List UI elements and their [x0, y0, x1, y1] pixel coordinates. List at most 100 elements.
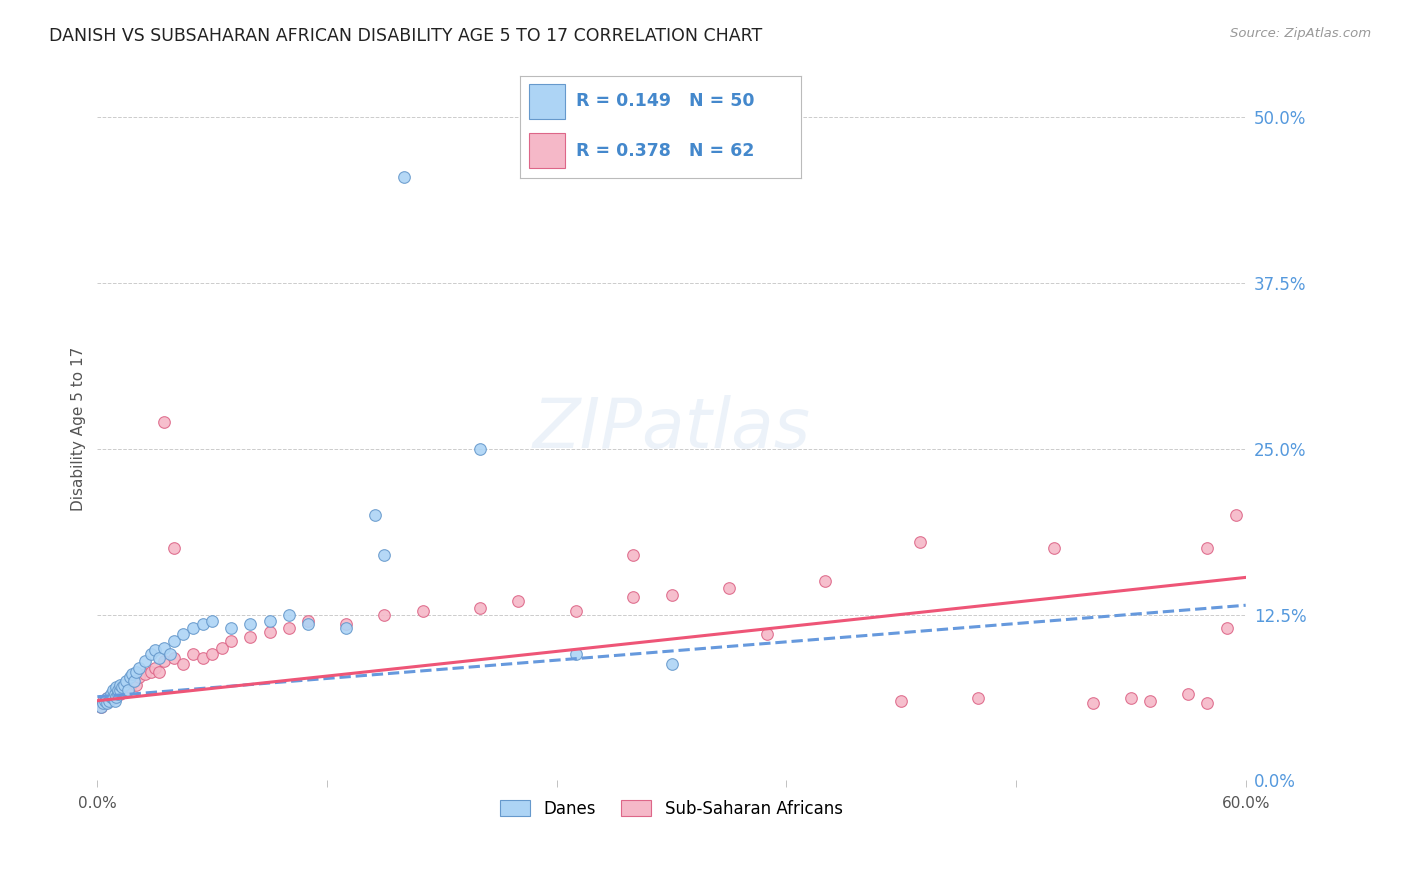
Point — [148, 665, 170, 679]
Point — [297, 614, 319, 628]
Point — [277, 621, 299, 635]
Point — [191, 616, 214, 631]
Point — [621, 548, 644, 562]
Point — [139, 665, 162, 679]
Point — [392, 169, 415, 184]
Point — [153, 640, 176, 655]
Point — [1225, 508, 1247, 522]
Point — [159, 648, 181, 662]
Point — [128, 660, 150, 674]
Point — [717, 581, 740, 595]
Point — [259, 624, 281, 639]
Point — [128, 670, 150, 684]
Point — [118, 670, 141, 684]
Point — [121, 676, 143, 690]
Point — [565, 603, 588, 617]
Point — [163, 541, 186, 556]
Text: Source: ZipAtlas.com: Source: ZipAtlas.com — [1230, 27, 1371, 40]
Point — [105, 681, 128, 695]
Point — [124, 678, 146, 692]
Point — [117, 683, 139, 698]
Point — [96, 697, 118, 711]
Point — [94, 694, 117, 708]
Point — [910, 534, 932, 549]
Point — [143, 643, 166, 657]
Point — [111, 681, 134, 695]
Point — [97, 694, 120, 708]
Point — [259, 614, 281, 628]
Point — [105, 687, 128, 701]
Point — [468, 442, 491, 456]
Point — [172, 627, 194, 641]
Point — [112, 678, 135, 692]
FancyBboxPatch shape — [529, 133, 565, 168]
Point — [91, 697, 114, 711]
Point — [1139, 694, 1161, 708]
Point — [107, 687, 129, 701]
Point — [239, 630, 262, 644]
Point — [1119, 691, 1142, 706]
Point — [211, 640, 233, 655]
Point — [134, 667, 156, 681]
Point — [661, 588, 683, 602]
Point — [412, 603, 434, 617]
Point — [373, 607, 395, 622]
Point — [117, 678, 139, 692]
Point — [335, 616, 357, 631]
Point — [103, 694, 125, 708]
Point — [191, 651, 214, 665]
Text: ZIPatlas: ZIPatlas — [533, 395, 810, 462]
Point — [96, 691, 118, 706]
Point — [335, 621, 357, 635]
Text: R = 0.149   N = 50: R = 0.149 N = 50 — [576, 93, 755, 111]
Point — [90, 700, 112, 714]
Text: R = 0.378   N = 62: R = 0.378 N = 62 — [576, 142, 755, 160]
Point — [112, 681, 135, 695]
Point — [111, 683, 134, 698]
Point — [181, 648, 204, 662]
Point — [115, 673, 138, 688]
Point — [508, 594, 530, 608]
Point — [103, 687, 125, 701]
Point — [1215, 621, 1237, 635]
Point — [107, 683, 129, 698]
Point — [565, 648, 588, 662]
Point — [373, 548, 395, 562]
Point — [91, 694, 114, 708]
Point — [148, 651, 170, 665]
Point — [110, 687, 132, 701]
Point — [96, 691, 118, 706]
Point — [468, 601, 491, 615]
Point — [1197, 697, 1219, 711]
Point — [172, 657, 194, 671]
Point — [100, 690, 122, 704]
Point — [100, 690, 122, 704]
Point — [621, 591, 644, 605]
Point — [97, 694, 120, 708]
Point — [1177, 687, 1199, 701]
Point — [94, 697, 117, 711]
Point — [118, 681, 141, 695]
Point — [103, 691, 125, 706]
Point — [277, 607, 299, 622]
Point — [181, 621, 204, 635]
Point — [139, 648, 162, 662]
Point — [124, 665, 146, 679]
Legend: Danes, Sub-Saharan Africans: Danes, Sub-Saharan Africans — [494, 793, 849, 825]
Point — [134, 654, 156, 668]
Point — [297, 616, 319, 631]
Point — [107, 683, 129, 698]
Point — [100, 687, 122, 701]
Point — [153, 654, 176, 668]
Point — [90, 700, 112, 714]
Point — [153, 415, 176, 429]
Point — [115, 683, 138, 698]
FancyBboxPatch shape — [529, 84, 565, 119]
Point — [364, 508, 387, 522]
Point — [163, 634, 186, 648]
Point — [163, 651, 186, 665]
Point — [110, 683, 132, 698]
Text: DANISH VS SUBSAHARAN AFRICAN DISABILITY AGE 5 TO 17 CORRELATION CHART: DANISH VS SUBSAHARAN AFRICAN DISABILITY … — [49, 27, 762, 45]
Point — [756, 627, 779, 641]
Point — [101, 687, 124, 701]
